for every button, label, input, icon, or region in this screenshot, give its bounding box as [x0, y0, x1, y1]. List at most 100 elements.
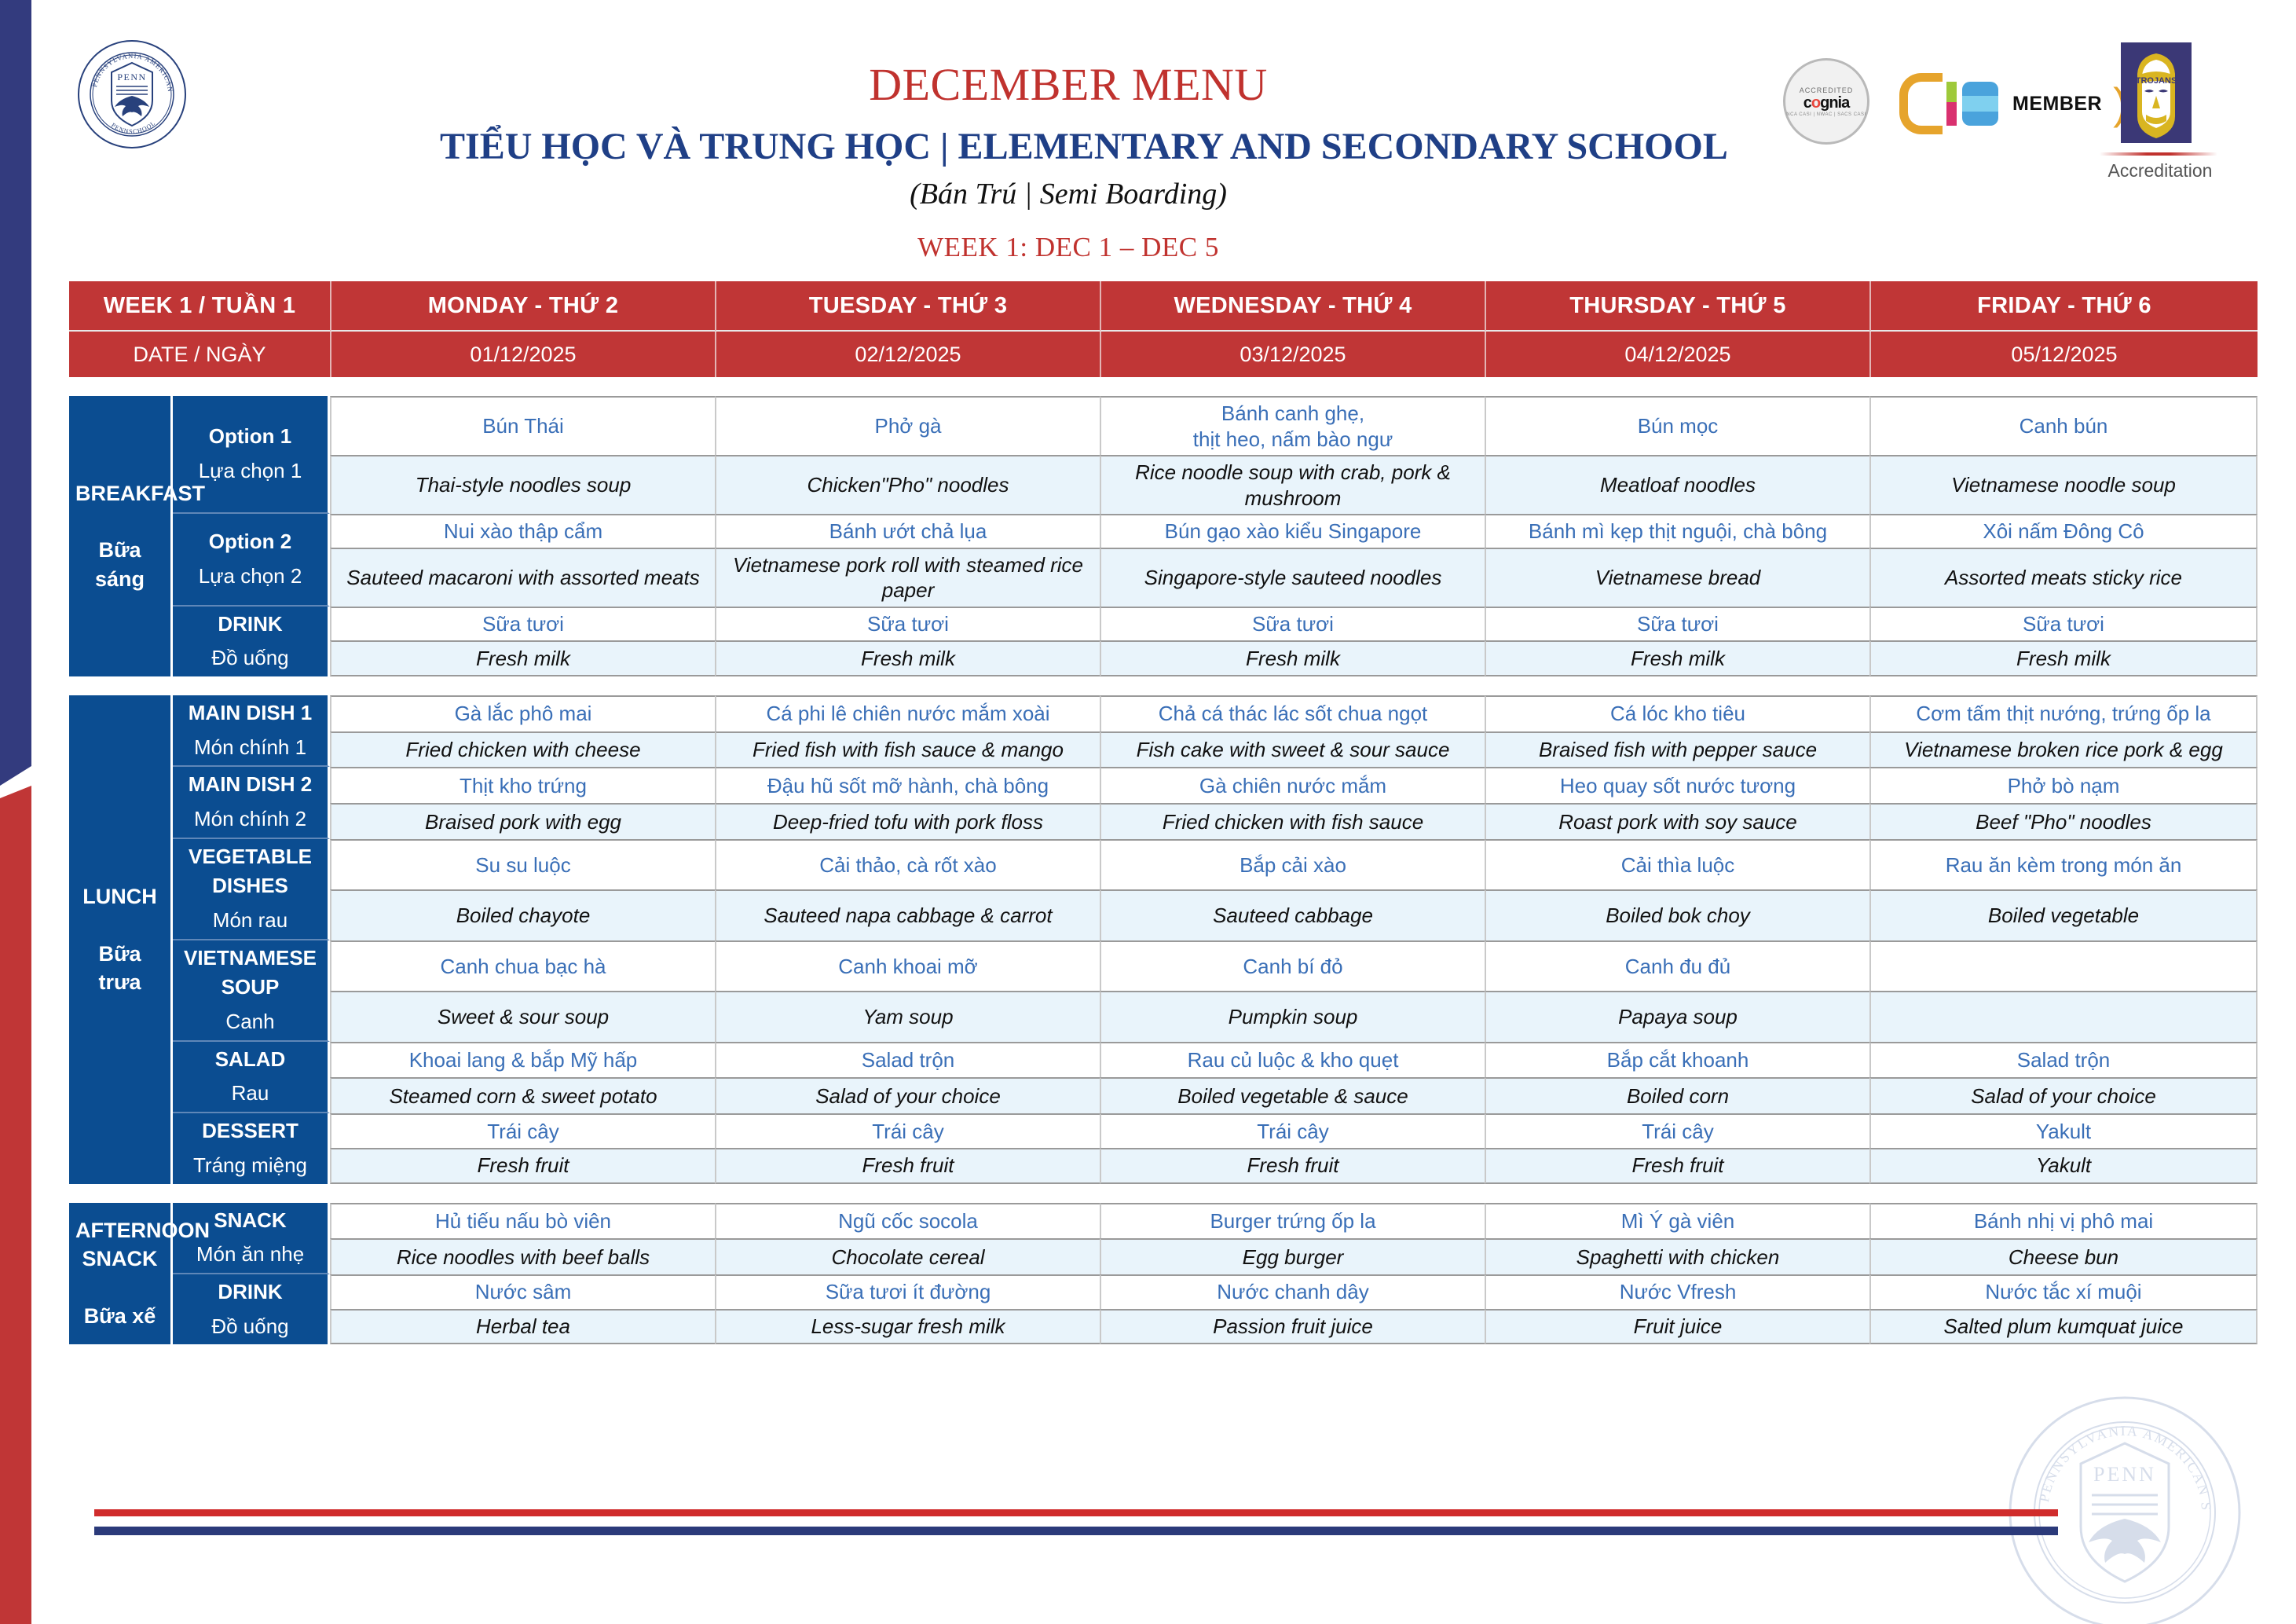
lunch-3-vn-0: Canh chua bạc hà [330, 940, 715, 992]
breakfast-0-en-4: Vietnamese noodle soup [1869, 455, 2258, 514]
breakfast-category-0: Option 1 Lựa chọn 1 [173, 396, 330, 514]
breakfast-2-vn-1: Sữa tươi [715, 606, 1100, 641]
lunch-1-vn-1: Đậu hũ sốt mỡ hành, chà bông [715, 767, 1100, 803]
trojans-crest-icon: TROJANS [2121, 42, 2192, 143]
footer-red-rule [94, 1509, 2058, 1516]
lunch-label: LUNCH Bữa trưa [69, 695, 173, 1184]
lunch-1-vn-2: Gà chiên nước mắm [1100, 767, 1485, 803]
breakfast-0-en-2: Rice noodle soup with crab, pork & mushr… [1100, 455, 1485, 514]
snack-0-en-0: Rice noodles with beef balls [330, 1238, 715, 1274]
page-subtitle: TIỂU HỌC VÀ TRUNG HỌC | ELEMENTARY AND S… [440, 125, 1728, 167]
menu-table: WEEK 1 / TUẦN 1 MONDAY - THỨ 2 TUESDAY - T… [69, 281, 2258, 1345]
lunch-2-en-2: Sauteed cabbage [1100, 889, 1485, 940]
lunch-5-en-1: Fresh fruit [715, 1147, 1100, 1184]
lunch-2-vn-0: Su su luộc [330, 838, 715, 890]
lunch-2-en-4: Boiled vegetable [1869, 889, 2258, 940]
snack-1-vn-4: Nước tắc xí muội [1869, 1274, 2258, 1309]
cis-letter-c-icon [1899, 73, 1943, 134]
date-cell-1: 02/12/2025 [715, 332, 1100, 377]
footer-navy-rule [94, 1527, 2058, 1535]
table-date-row: DATE / NGÀY 01/12/2025 02/12/2025 03/12/202… [69, 332, 2258, 377]
lunch-3-vn-2: Canh bí đỏ [1100, 940, 1485, 992]
lunch-0-vn-4: Cơm tấm thịt nướng, trứng ốp la [1869, 695, 2258, 731]
cognia-accredited-icon: ACCREDITED cognia NCA CASI | NWAC | SACS… [1783, 58, 1869, 145]
day-header-0: MONDAY - THỨ 2 [330, 281, 715, 332]
breakfast-row-en-2: Fresh milk Fresh milk Fresh milk Fresh milk… [69, 640, 2258, 676]
lunch-4-en-3: Boiled corn [1485, 1077, 1869, 1114]
breakfast-0-vn-4: Canh bún [1869, 396, 2258, 455]
lunch-3-en-1: Yam soup [715, 991, 1100, 1042]
breakfast-2-vn-3: Sữa tươi [1485, 606, 1869, 641]
snack-1-en-3: Fruit juice [1485, 1308, 1869, 1345]
lunch-5-vn-0: Trái cây [330, 1113, 715, 1148]
snack-1-vn-2: Nước chanh dây [1100, 1274, 1485, 1309]
lunch-5-vn-4: Yakult [1869, 1113, 2258, 1148]
breakfast-2-vn-4: Sữa tươi [1869, 606, 2258, 641]
lunch-0-vn-1: Cá phi lê chiên nước mắm xoài [715, 695, 1100, 731]
snack-0-en-3: Spaghetti with chicken [1485, 1238, 1869, 1274]
accreditation-divider [2100, 152, 2217, 156]
day-header-1: TUESDAY - THỨ 3 [715, 281, 1100, 332]
lunch-3-vn-3: Canh đu đủ [1485, 940, 1869, 992]
left-edge-red-bar [0, 786, 31, 1624]
week-header-cell: WEEK 1 / TUẦN 1 [69, 281, 330, 332]
breakfast-2-en-2: Fresh milk [1100, 640, 1485, 676]
left-edge-navy-bar [0, 0, 31, 786]
svg-text:TROJANS: TROJANS [2136, 76, 2177, 86]
breakfast-0-vn-2: Bánh canh ghẹ, thịt heo, nấm bào ngư [1100, 396, 1485, 455]
day-header-3: THURSDAY - THỨ 5 [1485, 281, 1869, 332]
lunch-row-en-1: Braised pork with egg Deep-fried tofu wit… [69, 802, 2258, 839]
lunch-1-en-3: Roast pork with soy sauce [1485, 802, 1869, 839]
breakfast-1-en-3: Vietnamese bread [1485, 547, 1869, 607]
snack-1-en-1: Less-sugar fresh milk [715, 1308, 1100, 1345]
date-cell-4: 05/12/2025 [1869, 332, 2258, 377]
breakfast-row-en-1: Sauteed macaroni with assorted meats Viet… [69, 547, 2258, 607]
lunch-category-3: VIETNAMESE SOUP Canh [173, 940, 330, 1042]
snack-label: AFTERNOON SNACK Bữa xế [69, 1202, 210, 1345]
lunch-3-vn-4 [1869, 940, 2258, 992]
breakfast-2-en-4: Fresh milk [1869, 640, 2258, 676]
day-header-4: FRIDAY - THỨ 6 [1869, 281, 2258, 332]
svg-text:PENN: PENN [117, 71, 146, 82]
breakfast-2-en-3: Fresh milk [1485, 640, 1869, 676]
lunch-category-0: MAIN DISH 1 Món chính 1 [173, 695, 330, 768]
breakfast-1-en-2: Singapore-style sauteed noodles [1100, 547, 1485, 607]
lunch-row-vn-1: MAIN DISH 2 Món chính 2 Thịt kho trứng Đậu … [69, 767, 2258, 839]
snack-row-vn-0: AFTERNOON SNACK Bữa xế SNACK Món ăn nhẹ Hủ t… [69, 1202, 2258, 1345]
lunch-row-en-0: Fried chicken with cheese Fried fish with… [69, 731, 2258, 768]
breakfast-1-vn-1: Bánh ướt chả lụa [715, 514, 1100, 548]
lunch-3-en-0: Sweet & sour soup [330, 991, 715, 1042]
breakfast-row-en-0: Thai-style noodles soup Chicken"Pho" nood… [69, 455, 2258, 514]
lunch-2-vn-4: Rau ăn kèm trong món ăn [1869, 838, 2258, 890]
accreditation-logos: ACCREDITED cognia NCA CASI | NWAC | SACS… [1783, 38, 2223, 187]
accreditation-label: Accreditation [2107, 160, 2213, 181]
lunch-0-en-4: Vietnamese broken rice pork & egg [1869, 731, 2258, 768]
lunch-row-vn-3: VIETNAMESE SOUP Canh Canh chua bạc hà Canh … [69, 940, 2258, 1042]
snack-1-vn-3: Nước Vfresh [1485, 1274, 1869, 1309]
lunch-4-vn-0: Khoai lang & bắp Mỹ hấp [330, 1041, 715, 1078]
snack-1-en-2: Passion fruit juice [1100, 1308, 1485, 1345]
cognia-affiliations-text: NCA CASI | NWAC | SACS CASI [1786, 112, 1866, 117]
semi-boarding-label: (Bán Trú | Semi Boarding) [910, 177, 1227, 211]
breakfast-row-vn-2: DRINK Đồ uống Sữa tươi Sữa tươi Sữa tươi Sữa … [69, 606, 2258, 676]
breakfast-2-vn-2: Sữa tươi [1100, 606, 1485, 641]
school-seal-watermark: PENN PENNSYLVANIA AMERICAN SCHOOL [2007, 1395, 2243, 1624]
breakfast-1-vn-4: Xôi nấm Đông Cô [1869, 514, 2258, 548]
lunch-4-vn-4: Salad trộn [1869, 1041, 2258, 1078]
breakfast-1-vn-2: Bún gạo xào kiểu Singapore [1100, 514, 1485, 548]
lunch-2-en-1: Sauteed napa cabbage & carrot [715, 889, 1100, 940]
cis-member-icon: MEMBER ) [1899, 72, 2135, 135]
breakfast-0-vn-0: Bún Thái [330, 396, 715, 455]
week-range-label: WEEK 1: DEC 1 – DEC 5 [917, 231, 1219, 262]
breakfast-2-en-0: Fresh milk [330, 640, 715, 676]
lunch-2-vn-3: Cải thìa luộc [1485, 838, 1869, 890]
school-seal-icon: PENN PENNSYLVANIA AMERICAN SCHOOL SYSTEM… [74, 33, 187, 149]
lunch-row-en-2: Boiled chayote Sauteed napa cabbage & car… [69, 889, 2258, 940]
lunch-category-2: VEGETABLE DISHES Món rau [173, 838, 330, 940]
snack-1-en-4: Salted plum kumquat juice [1869, 1308, 2258, 1345]
date-cell-3: 04/12/2025 [1485, 332, 1869, 377]
day-header-2: WEDNESDAY - THỨ 4 [1100, 281, 1485, 332]
breakfast-row-vn-0: BREAKFAST Bữa sáng Option 1 Lựa chọn 1 Bún T… [69, 396, 2258, 676]
breakfast-category-1: Option 2 Lựa chọn 2 [173, 514, 330, 607]
snack-0-vn-0: Hủ tiếu nấu bò viên [330, 1202, 715, 1239]
